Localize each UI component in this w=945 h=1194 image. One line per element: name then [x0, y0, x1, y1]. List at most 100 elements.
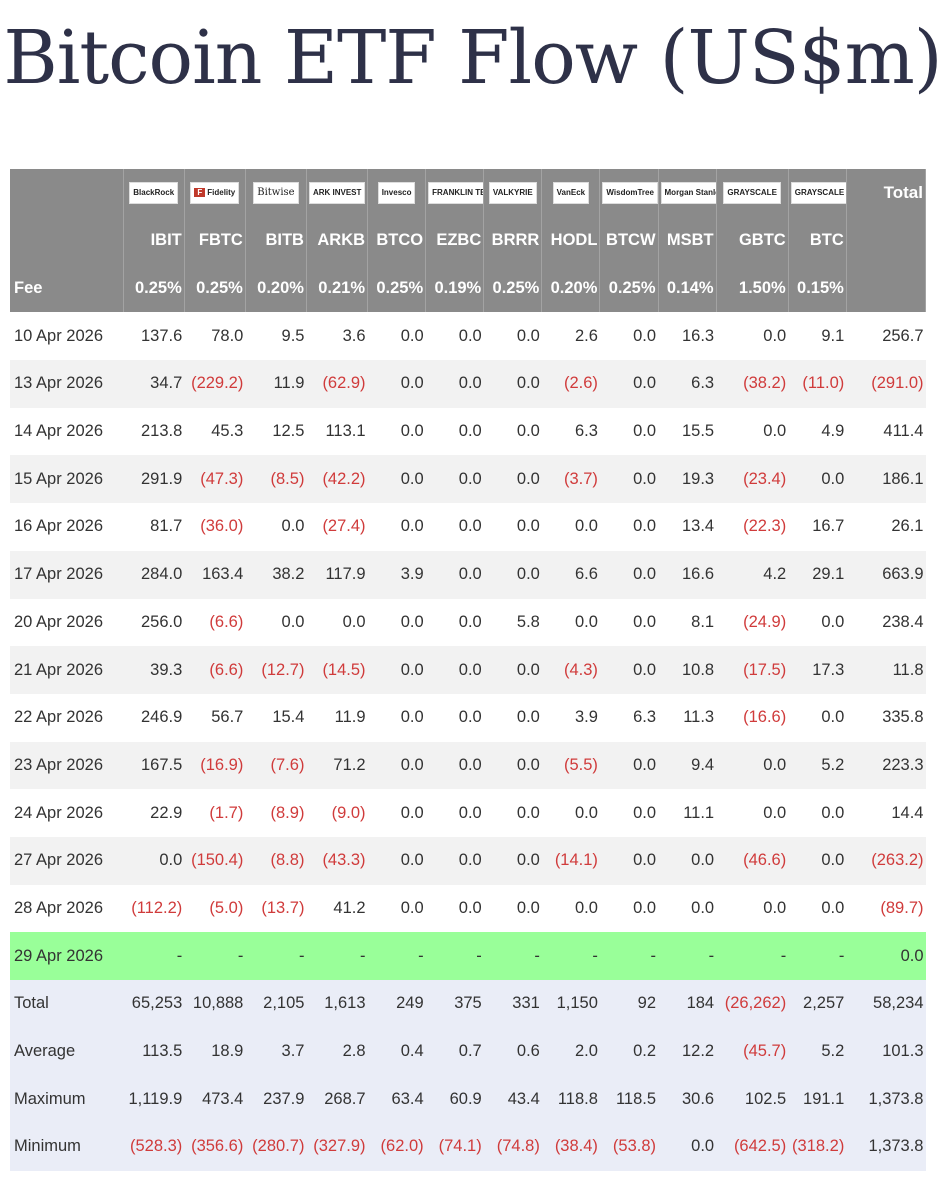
- issuer-logo-text: WisdomTree: [606, 188, 654, 197]
- ark-invest-logo: ARK INVEST: [308, 182, 366, 204]
- summary-cell: 63.4: [367, 1075, 426, 1124]
- summary-cell: (356.6): [184, 1123, 246, 1171]
- summary-cell: 5.2: [788, 1027, 847, 1076]
- flow-cell: 11.9: [245, 360, 307, 408]
- issuer-logo-text: Morgan Stanley: [664, 188, 716, 197]
- flow-cell: -: [541, 932, 600, 980]
- issuer-logo-text: FRANKLIN TEMPLETON: [432, 188, 483, 197]
- flow-cell: 0.0: [425, 693, 484, 742]
- flow-cell: (6.6): [184, 646, 246, 694]
- flow-cell: -: [184, 932, 246, 980]
- issuer-logo-cell: Morgan Stanley: [658, 169, 717, 217]
- total-column-header: Total: [846, 169, 927, 217]
- row-total-cell: (263.2): [846, 836, 926, 885]
- row-total-cell: 14.4: [846, 789, 926, 837]
- flow-cell: -: [658, 932, 717, 980]
- flow-cell: -: [123, 932, 185, 980]
- issuer-logo-cell: WisdomTree: [599, 169, 659, 217]
- flow-cell: 291.9: [123, 455, 185, 504]
- issuer-logo-text: BlackRock: [133, 188, 175, 197]
- summary-cell: (26,262): [716, 980, 789, 1028]
- flow-cell: 0.0: [367, 836, 426, 885]
- flow-cell: 0.0: [483, 550, 542, 599]
- date-cell: 23 Apr 2026: [10, 741, 124, 790]
- flow-cell: 0.0: [599, 407, 659, 456]
- row-total-cell: (291.0): [846, 360, 926, 408]
- fee-cell: 0.21%: [306, 264, 369, 313]
- table-row: 22 Apr 2026 246.9 56.7 15.4 11.9 0.0 0.0 0.0 3.9…: [10, 693, 926, 742]
- flow-cell: 5.2: [788, 741, 847, 790]
- summary-label: Average: [10, 1027, 124, 1076]
- summary-cell: 0.0: [658, 1123, 717, 1171]
- flow-cell: 0.0: [599, 312, 659, 361]
- date-cell: 15 Apr 2026: [10, 455, 124, 504]
- flow-cell: (8.8): [245, 836, 307, 885]
- morgan-stanley-logo: Morgan Stanley: [660, 182, 716, 204]
- summary-cell: (38.4): [541, 1123, 600, 1171]
- flow-cell: 0.0: [425, 360, 484, 408]
- flow-cell: 0.0: [425, 312, 484, 361]
- fee-cell: 0.25%: [483, 264, 543, 313]
- ticker-header: BITB: [245, 217, 307, 265]
- flow-cell: 11.9: [306, 693, 368, 742]
- summary-cell: 102.5: [716, 1075, 789, 1124]
- flow-cell: 0.0: [123, 836, 185, 885]
- summary-row: Maximum 1,119.9 473.4 237.9 268.7 63.4 60.9 43.…: [10, 1075, 926, 1124]
- issuer-logo-text: GRAYSCALE: [794, 188, 845, 197]
- flow-cell: (62.9): [306, 360, 368, 408]
- flow-cell: 56.7: [184, 693, 246, 742]
- issuer-logo-text: Invesco: [381, 188, 412, 197]
- row-total-cell: 186.1: [846, 455, 926, 504]
- flow-cell: 0.0: [483, 407, 542, 456]
- flow-cell: 0.0: [367, 598, 426, 647]
- flow-cell: 2.6: [541, 312, 600, 361]
- flow-cell: 0.0: [716, 884, 789, 933]
- flow-cell: 0.0: [367, 741, 426, 790]
- fidelity-mark-icon: F: [194, 188, 206, 197]
- flow-cell: (36.0): [184, 503, 246, 551]
- summary-cell: (62.0): [367, 1123, 426, 1171]
- summary-label: Maximum: [10, 1075, 124, 1124]
- summary-cell: 0.2: [599, 1027, 659, 1076]
- flow-cell: -: [245, 932, 307, 980]
- summary-cell: 2,257: [788, 980, 847, 1028]
- flow-cell: (43.3): [306, 836, 368, 885]
- flow-cell: 0.0: [599, 741, 659, 790]
- table-row: 20 Apr 2026 256.0 (6.6) 0.0 0.0 0.0 0.0 5.8 0.0 0…: [10, 598, 926, 647]
- flow-cell: 0.0: [425, 741, 484, 790]
- summary-cell: (642.5): [716, 1123, 789, 1171]
- summary-cell: (318.2): [788, 1123, 847, 1171]
- ticker-total-blank: [846, 217, 927, 265]
- summary-cell: 473.4: [184, 1075, 246, 1124]
- summary-row: Minimum (528.3) (356.6) (280.7) (327.9) (62.0…: [10, 1123, 926, 1171]
- flow-cell: (22.3): [716, 503, 789, 551]
- flow-cell: 4.2: [716, 550, 789, 599]
- flow-cell: (4.3): [541, 646, 600, 694]
- flow-cell: (7.6): [245, 741, 307, 790]
- flow-cell: 0.0: [716, 407, 789, 456]
- fee-cell: 1.50%: [716, 264, 789, 313]
- flow-cell: 0.0: [367, 312, 426, 361]
- flow-cell: (5.5): [541, 741, 600, 790]
- flow-cell: 0.0: [788, 598, 847, 647]
- ticker-header: BTC: [788, 217, 847, 265]
- issuer-logo-cell: ARK INVEST: [306, 169, 369, 217]
- corner-cell: [10, 169, 124, 217]
- flow-cell: 6.3: [658, 360, 717, 408]
- grayscale-logo: GRAYSCALE: [723, 182, 781, 204]
- issuer-logo-text: VanEck: [556, 188, 586, 197]
- flow-cell: 0.0: [367, 503, 426, 551]
- ticker-header: BTCW: [599, 217, 659, 265]
- flow-cell: 0.0: [788, 789, 847, 837]
- ticker-header: GBTC: [716, 217, 789, 265]
- summary-cell: 2.8: [306, 1027, 368, 1076]
- fee-cell: 0.25%: [184, 264, 246, 313]
- flow-cell: -: [367, 932, 426, 980]
- summary-cell: 2,105: [245, 980, 307, 1028]
- fee-cell: 0.20%: [541, 264, 601, 313]
- summary-cell: 60.9: [425, 1075, 484, 1124]
- flow-cell: 16.7: [788, 503, 847, 551]
- flow-cell: 0.0: [599, 550, 659, 599]
- date-cell: 20 Apr 2026: [10, 598, 124, 647]
- table-row: 24 Apr 2026 22.9 (1.7) (8.9) (9.0) 0.0 0.0 0.0 0…: [10, 789, 926, 837]
